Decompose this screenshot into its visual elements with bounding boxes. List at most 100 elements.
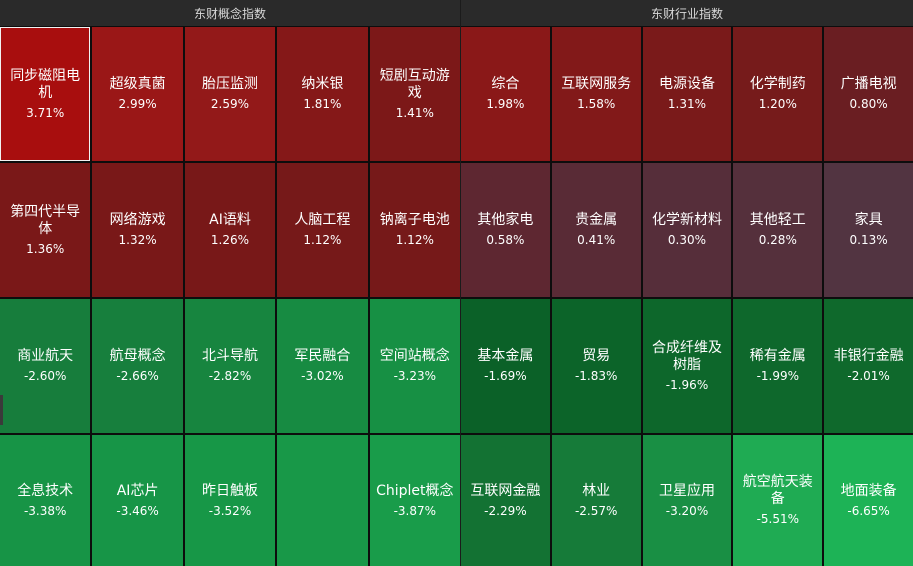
heatmap-tile[interactable]: 其他轻工 0.28% xyxy=(733,163,823,297)
tile-change-percent: 1.98% xyxy=(486,97,525,111)
tile-name: 地面装备 xyxy=(840,482,897,499)
heatmap-tile[interactable]: 军民融合 -3.02% xyxy=(277,299,368,433)
tile-name: 其他轻工 xyxy=(749,212,806,228)
tile-change-percent: 3.71% xyxy=(26,105,65,120)
tile-name: AI语料 xyxy=(209,212,251,228)
heatmap-tile[interactable]: 商业航天 -2.60% xyxy=(0,299,91,433)
heatmap-tile[interactable]: 胎压监测 2.59% xyxy=(184,27,276,161)
tile-change-percent: 1.41% xyxy=(395,105,434,120)
heatmap-tile[interactable]: 空间站概念 -3.23% xyxy=(369,299,460,433)
heatmap-tile[interactable]: 全息技术 -3.38% xyxy=(0,435,91,566)
tile-change-percent: -3.46% xyxy=(116,503,159,518)
tile-change-percent: -2.57% xyxy=(574,503,618,518)
industry-index-title: 东财行业指数 xyxy=(461,0,913,27)
heatmap-tile[interactable]: 第四代半导体 1.36% xyxy=(0,163,91,297)
concept-index-panel: 东财概念指数 同步磁阻电机 3.71% 超级真菌 2.99% 胎压监测 2.59% 纳米银 1… xyxy=(0,0,460,566)
heatmap-tile[interactable]: 人脑工程 1.12% xyxy=(277,163,368,297)
heatmap-tile[interactable]: 综合 1.98% xyxy=(461,27,550,161)
tile-name: 合成纤维及树脂 xyxy=(651,339,722,373)
tile-change-percent: -2.82% xyxy=(208,369,252,383)
heatmap-tile[interactable]: 非银行金融 -2.01% xyxy=(824,299,913,433)
tile-name: 家具 xyxy=(854,212,883,228)
tile-change-percent: -2.01% xyxy=(847,369,890,383)
heatmap-tile[interactable]: 北斗导航 -2.82% xyxy=(184,299,276,433)
tile-change-percent: -3.20% xyxy=(665,503,709,518)
tile-name: 综合 xyxy=(491,76,520,92)
tile-name: 全息技术 xyxy=(17,482,74,499)
tile-name: 广播电视 xyxy=(840,76,897,92)
tile-change-percent: 1.26% xyxy=(210,233,250,247)
heatmap-tile[interactable]: 化学制药 1.20% xyxy=(733,27,823,161)
tile-name: 非银行金融 xyxy=(833,348,904,364)
heatmap-tile[interactable]: 电源设备 1.31% xyxy=(642,27,732,161)
tile-change-percent: 2.59% xyxy=(210,97,250,111)
heatmap-tile[interactable]: AI语料 1.26% xyxy=(184,163,276,297)
heatmap-tile[interactable]: AI芯片 -3.46% xyxy=(92,435,183,566)
heatmap-tile[interactable]: 纳米银 1.81% xyxy=(277,27,368,161)
tile-name: 互联网金融 xyxy=(470,482,541,499)
heatmap-tile[interactable]: 贸易 -1.83% xyxy=(551,299,641,433)
heatmap-tile[interactable]: 卫星应用 -3.20% xyxy=(642,435,732,566)
tile-name: 昨日触板 xyxy=(201,482,258,499)
tile-change-percent: -2.66% xyxy=(116,369,159,383)
tile-change-percent: 0.13% xyxy=(849,233,888,247)
tile-name: 卫星应用 xyxy=(658,482,715,499)
concept-index-title: 东财概念指数 xyxy=(0,0,460,27)
heatmap-tile[interactable]: 航空航天装备 -5.51% xyxy=(733,435,823,566)
tile-name: 商业航天 xyxy=(17,348,74,364)
tile-change-percent: 1.20% xyxy=(758,97,797,111)
scroll-handle[interactable] xyxy=(0,395,3,425)
heatmap-tile[interactable]: 家具 0.13% xyxy=(824,163,913,297)
industry-heatmap-grid: 综合 1.98% 互联网服务 1.58% 电源设备 1.31% 化学制药 1.20% 广播电视 0… xyxy=(461,27,913,566)
heatmap-tile[interactable]: 化学新材料 0.30% xyxy=(642,163,732,297)
tile-change-percent: -6.65% xyxy=(847,503,890,518)
tile-change-percent: 0.28% xyxy=(758,233,797,247)
tile-name: 林业 xyxy=(582,482,611,499)
tile-name: 稀有金属 xyxy=(749,348,806,364)
tile-change-percent: -3.52% xyxy=(208,503,252,518)
tile-change-percent: -3.87% xyxy=(393,503,437,518)
tile-name: 其他家电 xyxy=(477,212,534,228)
tile-change-percent: -1.99% xyxy=(756,369,800,383)
industry-index-panel: 东财行业指数 综合 1.98% 互联网服务 1.58% 电源设备 1.31% 化学制药 1.2… xyxy=(461,0,913,566)
heatmap-tile[interactable]: 同步磁阻电机 3.71% xyxy=(0,27,91,161)
heatmap-tile[interactable]: 互联网金融 -2.29% xyxy=(461,435,550,566)
heatmap-tile[interactable]: 其他家电 0.58% xyxy=(461,163,550,297)
tile-name: 贸易 xyxy=(582,348,611,364)
tile-change-percent: -3.23% xyxy=(393,369,437,383)
tile-name: 电源设备 xyxy=(658,76,715,92)
heatmap-tile[interactable] xyxy=(277,435,368,566)
tile-change-percent: -3.02% xyxy=(301,369,344,383)
tile-name: 基本金属 xyxy=(477,348,534,364)
heatmap-tile[interactable]: 林业 -2.57% xyxy=(551,435,641,566)
heatmap-tile[interactable]: 合成纤维及树脂 -1.96% xyxy=(642,299,732,433)
heatmap-tile[interactable]: 钠离子电池 1.12% xyxy=(369,163,460,297)
tile-change-percent: 2.99% xyxy=(118,97,157,111)
heatmap-tile[interactable]: 贵金属 0.41% xyxy=(551,163,641,297)
tile-name: 空间站概念 xyxy=(379,348,450,364)
heatmap-tile[interactable]: 昨日触板 -3.52% xyxy=(184,435,276,566)
tile-name: 第四代半导体 xyxy=(10,203,81,237)
tile-change-percent: -1.96% xyxy=(665,377,709,392)
tile-change-percent: 0.30% xyxy=(667,233,707,247)
tile-name: 化学制药 xyxy=(749,76,806,92)
heatmap-tile[interactable]: 航母概念 -2.66% xyxy=(92,299,183,433)
tile-change-percent: 0.41% xyxy=(577,233,616,247)
heatmap-tile[interactable]: 基本金属 -1.69% xyxy=(461,299,550,433)
heatmap-tile[interactable]: 稀有金属 -1.99% xyxy=(733,299,823,433)
heatmap-tile[interactable]: 广播电视 0.80% xyxy=(824,27,913,161)
heatmap-tile[interactable]: Chiplet概念 -3.87% xyxy=(369,435,460,566)
tile-name: 纳米银 xyxy=(301,76,344,92)
heatmap-tile[interactable]: 地面装备 -6.65% xyxy=(824,435,913,566)
tile-name: 互联网服务 xyxy=(561,76,632,92)
heatmap-tile[interactable]: 网络游戏 1.32% xyxy=(92,163,183,297)
heatmap-tile[interactable]: 互联网服务 1.58% xyxy=(551,27,641,161)
tile-name: 超级真菌 xyxy=(109,76,166,92)
tile-change-percent: 1.12% xyxy=(303,233,342,247)
heatmap-tile[interactable]: 超级真菌 2.99% xyxy=(92,27,183,161)
tile-change-percent: 1.58% xyxy=(577,97,616,111)
tile-change-percent: -1.83% xyxy=(574,369,618,383)
tile-name: 贵金属 xyxy=(575,212,618,228)
heatmap-tile[interactable]: 短剧互动游戏 1.41% xyxy=(369,27,460,161)
tile-name: 短剧互动游戏 xyxy=(379,67,450,101)
